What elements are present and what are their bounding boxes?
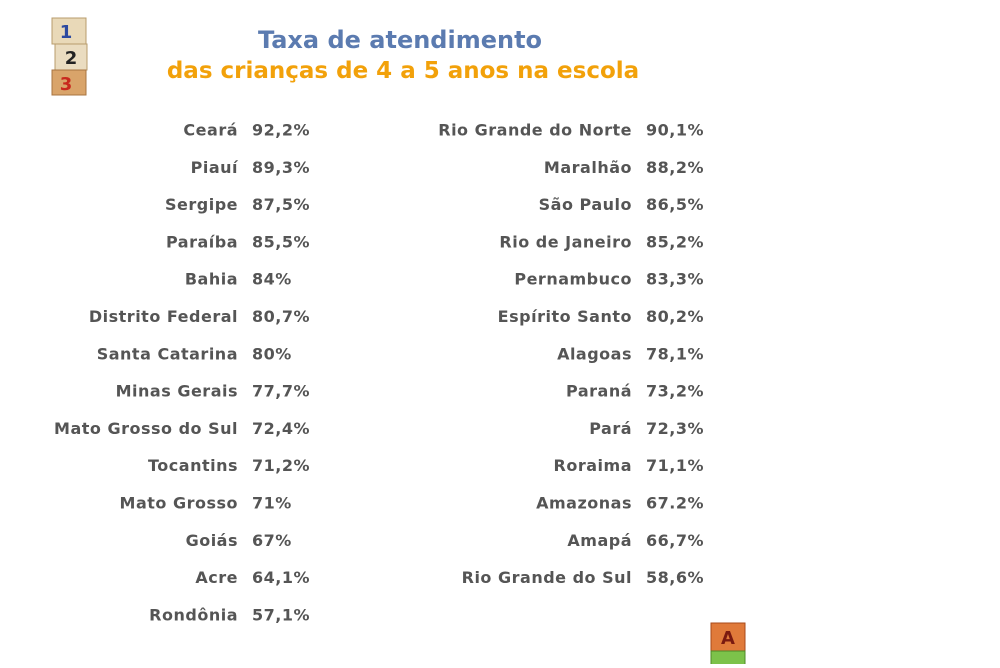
title: Taxa de atendimento <box>258 26 542 54</box>
state-name: Paraíba <box>166 232 238 251</box>
state-rate: 84% <box>252 270 292 289</box>
state-name: Santa Catarina <box>97 344 238 363</box>
state-rate: 87,5% <box>252 195 310 214</box>
top-blocks: 1 2 3 <box>51 17 88 96</box>
state-rate: 71,1% <box>646 456 704 475</box>
state-name: Distrito Federal <box>89 307 238 326</box>
state-name: Acre <box>195 568 238 587</box>
state-name: Roraima <box>554 456 632 475</box>
state-rate: 72,4% <box>252 419 310 438</box>
state-rate: 66,7% <box>646 531 704 550</box>
state-name: Amapá <box>567 531 632 550</box>
state-name: Goiás <box>186 531 238 550</box>
state-rate: 90,1% <box>646 121 704 140</box>
state-rate: 71,2% <box>252 456 310 475</box>
state-rate: 80,7% <box>252 307 310 326</box>
block-label: 1 <box>60 22 73 43</box>
state-rate: 86,5% <box>646 195 704 214</box>
state-name: Tocantins <box>148 456 238 475</box>
bottom-blocks: A <box>710 622 746 666</box>
state-name: São Paulo <box>539 195 632 214</box>
state-name: Paraná <box>566 382 632 401</box>
state-name: Rio Grande do Norte <box>438 121 632 140</box>
state-rate: 78,1% <box>646 344 704 363</box>
state-name: Ceará <box>183 121 238 140</box>
block-label: A <box>721 628 735 649</box>
subtitle: das crianças de 4 a 5 anos na escola <box>167 58 639 84</box>
state-name: Pernambuco <box>514 270 632 289</box>
state-name: Mato Grosso <box>120 494 238 513</box>
state-name: Rondônia <box>149 605 238 624</box>
state-rate: 64,1% <box>252 568 310 587</box>
state-name: Bahia <box>185 270 238 289</box>
state-name: Pará <box>589 419 632 438</box>
state-name: Piauí <box>191 158 239 177</box>
state-rate: 58,6% <box>646 568 704 587</box>
state-name: Minas Gerais <box>116 382 238 401</box>
state-name: Amazonas <box>536 494 632 513</box>
state-rate: 73,2% <box>646 382 704 401</box>
block-label: 2 <box>65 48 78 69</box>
state-rate: 72,3% <box>646 419 704 438</box>
state-name: Rio de Janeiro <box>499 232 632 251</box>
state-rate: 85,5% <box>252 232 310 251</box>
state-rate: 80% <box>252 344 292 363</box>
state-rate: 88,2% <box>646 158 704 177</box>
state-rate: 89,3% <box>252 158 310 177</box>
state-name: Maralhão <box>544 158 632 177</box>
block-label: 3 <box>60 74 73 95</box>
state-rate: 57,1% <box>252 605 310 624</box>
state-rate: 67.2% <box>646 494 704 513</box>
state-name: Espírito Santo <box>498 307 632 326</box>
state-rate: 77,7% <box>252 382 310 401</box>
state-rate: 83,3% <box>646 270 704 289</box>
state-rate: 67% <box>252 531 292 550</box>
state-rate: 92,2% <box>252 121 310 140</box>
state-name: Rio Grande do Sul <box>462 568 632 587</box>
state-rate: 80,2% <box>646 307 704 326</box>
state-name: Sergipe <box>165 195 238 214</box>
state-rate: 71% <box>252 494 292 513</box>
state-rate: 85,2% <box>646 232 704 251</box>
state-name: Mato Grosso do Sul <box>54 419 238 438</box>
state-name: Alagoas <box>557 344 632 363</box>
